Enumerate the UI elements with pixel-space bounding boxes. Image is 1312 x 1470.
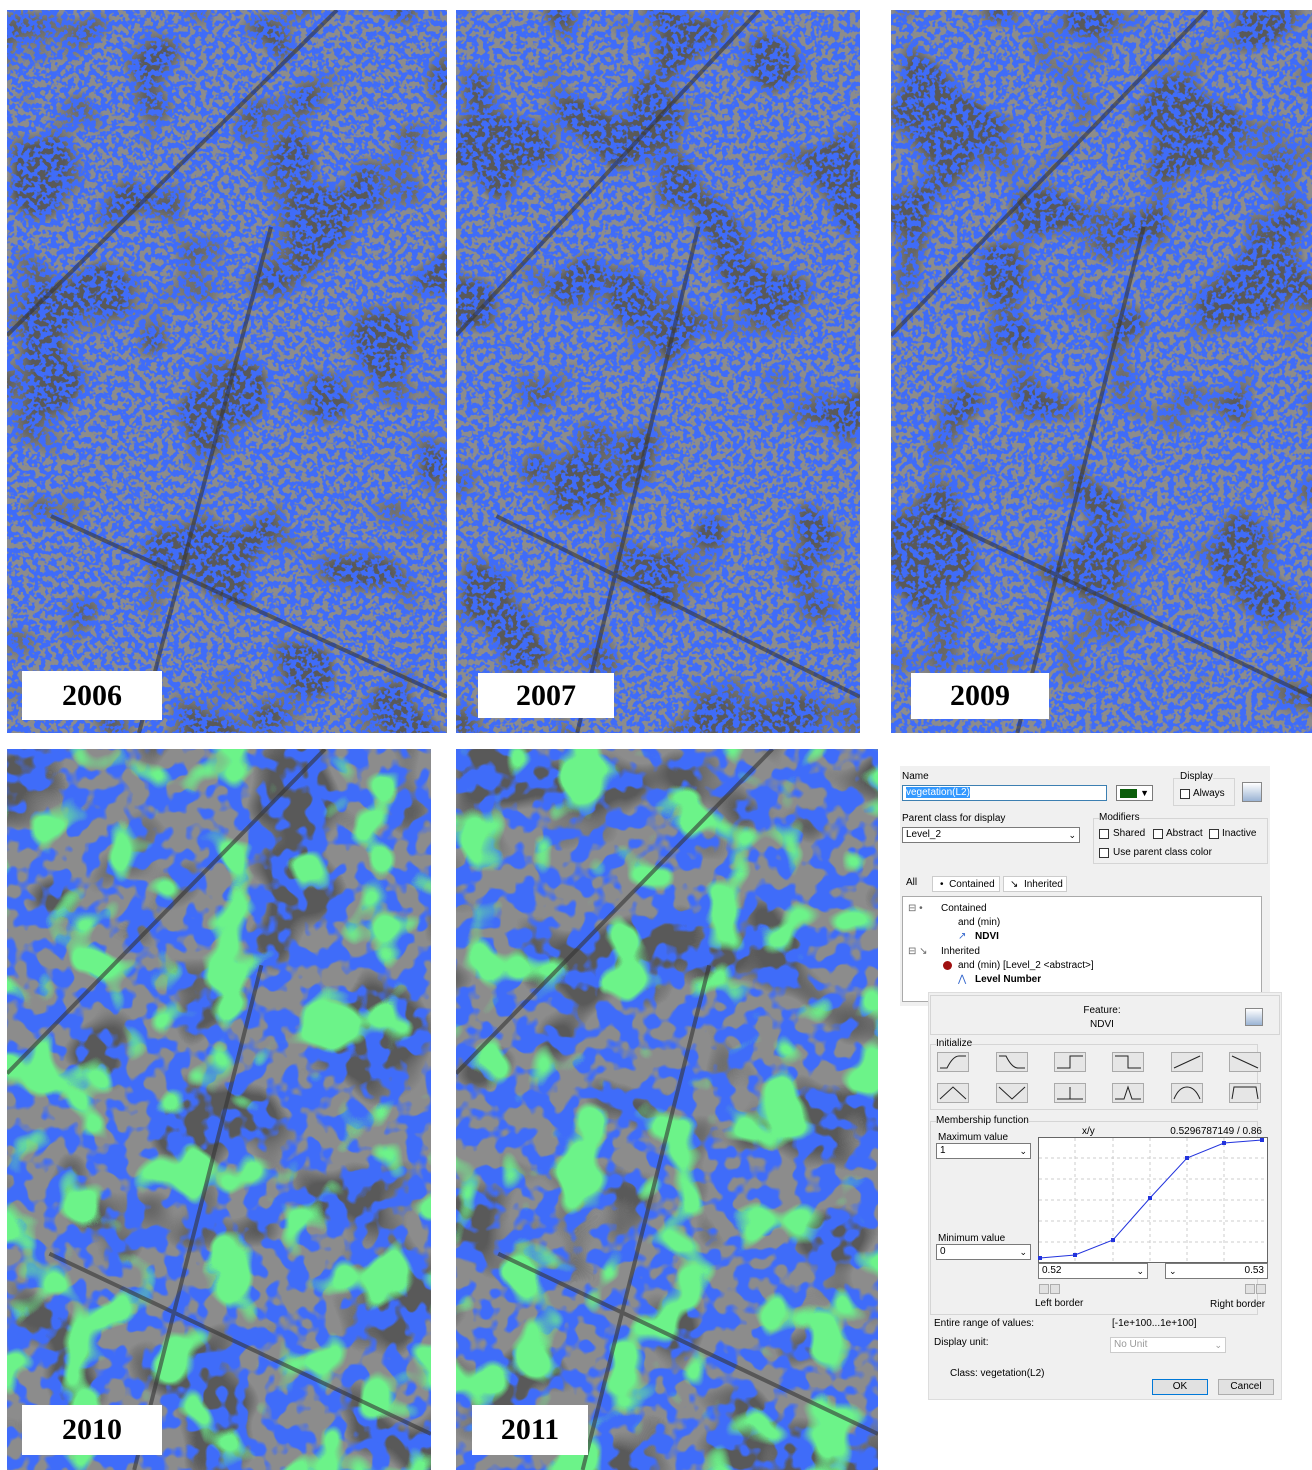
satellite-image: [456, 10, 860, 733]
value: 0: [940, 1246, 946, 1257]
spin-button[interactable]: [1039, 1284, 1049, 1294]
icon: [943, 961, 952, 970]
membership-plot: [1038, 1137, 1268, 1263]
checkbox[interactable]: [1153, 829, 1163, 839]
init-button[interactable]: [937, 1083, 969, 1103]
year-label: 2006: [22, 671, 162, 720]
tree-item[interactable]: and (min): [958, 917, 1000, 929]
ok-button[interactable]: OK: [1152, 1379, 1208, 1395]
spin-button[interactable]: [1050, 1284, 1060, 1294]
icon: ⋀: [958, 974, 966, 986]
max-select[interactable]: 1⌄: [936, 1143, 1031, 1159]
tab-label: ↘ Inherited: [1010, 879, 1063, 891]
initialize-group: [930, 1044, 1258, 1110]
tree-item[interactable]: and (min) [Level_2 <abstract>]: [958, 960, 1094, 972]
label: Entire range of values:: [934, 1318, 1034, 1330]
init-button[interactable]: [1112, 1052, 1144, 1072]
init-button[interactable]: [1171, 1083, 1203, 1103]
tree-item[interactable]: Inherited: [941, 946, 980, 958]
text: OK: [1173, 1381, 1187, 1392]
text: Inherited: [1024, 879, 1063, 890]
text: Cancel: [1230, 1381, 1261, 1392]
satellite-image: [7, 10, 447, 733]
label: Parent class for display: [902, 813, 1005, 825]
tree-line: ⊟ ↘: [908, 946, 928, 958]
cancel-button[interactable]: Cancel: [1218, 1379, 1274, 1395]
label: Modifiers: [1099, 812, 1140, 824]
value: No Unit: [1114, 1339, 1147, 1350]
text: Contained: [949, 879, 995, 890]
name-input[interactable]: vegetation(L2): [902, 785, 1107, 801]
checkbox[interactable]: [1209, 829, 1219, 839]
value: 0.53: [1245, 1264, 1264, 1277]
label: Always: [1193, 788, 1225, 800]
label: Left border: [1035, 1298, 1083, 1310]
name-value: vegetation(L2): [906, 787, 970, 798]
init-button[interactable]: [1112, 1083, 1144, 1103]
label: Shared: [1113, 828, 1145, 840]
icon: ↗: [958, 931, 966, 943]
year-label: 2010: [22, 1405, 162, 1455]
year-label: 2007: [478, 673, 614, 718]
init-button[interactable]: [996, 1083, 1028, 1103]
parent-select[interactable]: Level_2⌄: [902, 827, 1080, 843]
label: Class: vegetation(L2): [950, 1368, 1045, 1380]
tree-item[interactable]: Contained: [941, 903, 987, 915]
value: 0.52: [1042, 1265, 1061, 1276]
tab-label: • Contained: [940, 879, 995, 891]
label: Abstract: [1166, 828, 1203, 840]
init-button[interactable]: [1229, 1083, 1261, 1103]
init-button[interactable]: [1171, 1052, 1203, 1072]
value: Level_2: [906, 829, 941, 840]
satellite-image: [891, 10, 1312, 733]
init-button[interactable]: [1054, 1052, 1086, 1072]
checkbox[interactable]: [1180, 789, 1190, 799]
checkbox[interactable]: [1099, 848, 1109, 858]
min-select[interactable]: 0⌄: [936, 1244, 1031, 1260]
unit-select[interactable]: No Unit⌄: [1110, 1337, 1226, 1353]
spin-button[interactable]: [1256, 1284, 1266, 1294]
tab[interactable]: All: [906, 877, 917, 889]
value: 1: [940, 1145, 946, 1156]
label: Right border: [1210, 1299, 1265, 1311]
checkbox[interactable]: [1099, 829, 1109, 839]
tree-item[interactable]: Level Number: [975, 974, 1041, 986]
label: Name: [902, 771, 929, 783]
label: Feature:: [1052, 1005, 1152, 1017]
tree-line: ⊟ •: [908, 903, 923, 915]
tree-item[interactable]: NDVI: [975, 931, 999, 943]
year-label: 2009: [911, 673, 1049, 719]
page: 2006 2007 2009 2010 2011 Name vegetation(L2)…: [0, 0, 1312, 1470]
satellite-image: [7, 749, 431, 1470]
init-button[interactable]: [937, 1052, 969, 1072]
edit-icon[interactable]: [1245, 1008, 1263, 1026]
satellite-image: [456, 749, 878, 1470]
label: Inactive: [1222, 828, 1256, 840]
label: Membership function: [936, 1115, 1029, 1127]
label: Use parent class color: [1113, 847, 1212, 859]
feature-value: NDVI: [1052, 1019, 1152, 1031]
label: Display: [1180, 771, 1213, 783]
right-select[interactable]: ⌄0.53: [1165, 1263, 1268, 1279]
init-button[interactable]: [1229, 1052, 1261, 1072]
year-label: 2011: [472, 1405, 588, 1455]
label: Initialize: [936, 1038, 972, 1050]
label: Display unit:: [934, 1337, 988, 1349]
spin-button[interactable]: [1245, 1284, 1255, 1294]
init-button[interactable]: [1054, 1083, 1086, 1103]
help-icon[interactable]: [1242, 782, 1262, 802]
range-value: [-1e+100...1e+100]: [1112, 1318, 1197, 1330]
color-picker[interactable]: ▼: [1116, 785, 1153, 801]
left-select[interactable]: 0.52⌄: [1038, 1263, 1148, 1279]
init-button[interactable]: [996, 1052, 1028, 1072]
